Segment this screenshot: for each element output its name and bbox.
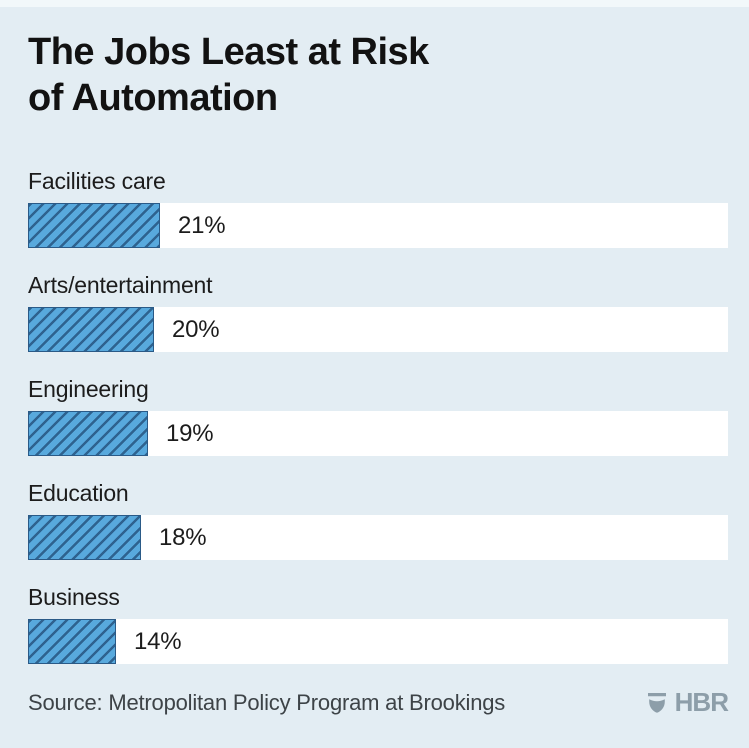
title-line-1: The Jobs Least at Risk [28, 31, 429, 73]
chart-row: Engineering 19% [28, 375, 728, 456]
source-attribution: Source: Metropolitan Policy Program at B… [28, 689, 506, 715]
title-line-2: of Automation [28, 77, 278, 119]
category-label: Facilities care [28, 168, 166, 194]
bar-track: 20% [28, 307, 728, 352]
bar-fill [28, 515, 141, 560]
hbr-logo: HBR [645, 687, 729, 718]
page-title: The Jobs Least at Risk of Automation [28, 29, 728, 121]
bar-fill [28, 307, 154, 352]
footer: Source: Metropolitan Policy Program at B… [28, 687, 729, 718]
bar-fill [28, 411, 148, 456]
value-label: 21% [178, 211, 226, 239]
category-label: Education [28, 480, 129, 506]
chart-row: Facilities care 21% [28, 167, 728, 248]
hbr-shield-icon [645, 690, 669, 716]
bar-track: 21% [28, 203, 728, 248]
value-label: 19% [166, 419, 214, 447]
hbr-logo-text: HBR [674, 687, 729, 717]
category-label: Engineering [28, 376, 149, 402]
chart-row: Arts/entertainment 20% [28, 271, 728, 352]
category-label: Arts/entertainment [28, 272, 213, 298]
bar-chart: Facilities care 21% Arts/entertainment 20% E… [28, 167, 728, 664]
top-strip [0, 0, 749, 7]
chart-row: Business 14% [28, 583, 728, 664]
chart-row: Education 18% [28, 479, 728, 560]
value-label: 20% [172, 315, 220, 343]
category-label: Business [28, 584, 120, 610]
chart-page: The Jobs Least at Risk of Automation Fac… [0, 29, 749, 718]
value-label: 14% [134, 627, 182, 655]
value-label: 18% [159, 523, 207, 551]
bar-fill [28, 619, 116, 664]
bar-track: 19% [28, 411, 728, 456]
bar-track: 18% [28, 515, 728, 560]
bar-fill [28, 203, 160, 248]
bar-track: 14% [28, 619, 728, 664]
